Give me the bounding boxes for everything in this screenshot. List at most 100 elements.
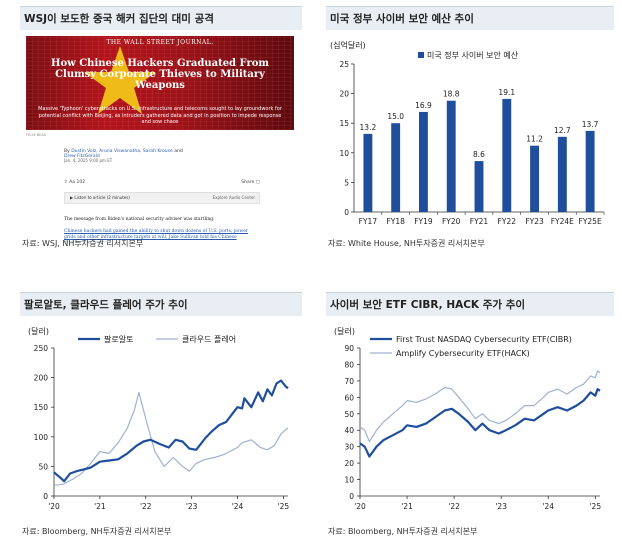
article-headline: How Chinese Hackers Graduated From Clums… — [51, 58, 269, 91]
bookmark-icon[interactable]: ▢ — [255, 180, 260, 185]
y-tick-label: 40 — [344, 426, 354, 435]
comment-count[interactable]: 102 — [76, 180, 86, 185]
author-link[interactable]: Dustin Volz — [71, 149, 97, 154]
panel-title: 팔로알토, 클라우드 플레어 주가 추이 — [20, 292, 302, 316]
y-tick-label: 100 — [34, 433, 49, 442]
y-axis-unit: (달러) — [334, 327, 355, 336]
legend-label: Amplify Cybersecurity ETF(HACK) — [396, 349, 530, 358]
byline-prefix: By — [64, 149, 70, 154]
series-line — [359, 388, 601, 458]
bar-value-label: 12.7 — [554, 126, 571, 135]
y-tick-label: 50 — [38, 462, 48, 471]
y-tick-label: 200 — [34, 374, 49, 383]
series-line — [53, 379, 289, 483]
listen-bar[interactable]: ▶ Listen to article (2 minutes) Explore … — [64, 192, 260, 204]
series-line — [359, 370, 601, 443]
y-tick-label: 0 — [344, 208, 349, 217]
x-tick-label: '24 — [542, 502, 554, 511]
stock-line-chart: (달러) 0 50 100 150 200 250 '20 '21 '22 '23 '24 '25 팔로알… — [28, 327, 290, 511]
y-tick-label: 30 — [344, 443, 354, 452]
panel-stock-chart: 팔로알토, 클라우드 플레어 주가 추이 (달러) 0 50 100 150 200 250… — [20, 292, 302, 542]
photo-credit: FELIX BEAU — [26, 133, 47, 137]
y-tick-label: 10 — [344, 476, 354, 485]
x-tick-label: '25 — [589, 502, 601, 511]
bar — [530, 145, 539, 212]
y-tick-label: 0 — [349, 492, 354, 501]
x-tick-label: '23 — [495, 502, 507, 511]
legend-label: 클라우드 플레어 — [182, 334, 236, 344]
legend-label: 팔로알토 — [104, 334, 133, 344]
article-deck: Massive 'Typhoon' cyberattacks on U.S. i… — [38, 106, 282, 125]
y-tick-label: 50 — [344, 410, 354, 419]
x-tick-label: '21 — [401, 502, 413, 511]
author-link[interactable]: Aruna Viswanatha — [99, 149, 140, 154]
y-tick-label: 5 — [344, 178, 349, 187]
y-tick-label: 60 — [344, 393, 354, 402]
share-label-group: Share ▢ — [241, 180, 260, 185]
x-tick-label: '25 — [278, 502, 290, 511]
bar — [474, 161, 484, 212]
y-tick-label: 10 — [339, 149, 349, 158]
bar — [557, 136, 567, 212]
share-icon[interactable]: ⇪ — [64, 180, 68, 185]
x-tick-label: FY23 — [525, 217, 544, 226]
listen-duration: (2 minutes) — [106, 195, 130, 200]
x-tick-label: FY19 — [414, 217, 433, 226]
author-link[interactable]: Drew FitzGerald — [64, 154, 100, 159]
x-tick-label: '20 — [48, 502, 60, 511]
x-tick-label: FY24E — [551, 217, 574, 226]
audio-center-link[interactable]: Explore Audio Center — [212, 195, 255, 200]
y-tick-label: 25 — [339, 60, 349, 69]
y-tick-label: 15 — [339, 119, 349, 128]
share-label[interactable]: Share — [241, 180, 255, 185]
x-tick-label: FY21 — [470, 217, 489, 226]
y-tick-label: 250 — [34, 344, 49, 353]
byline-and: and — [174, 149, 183, 154]
wsj-masthead: THE WALL STREET JOURNAL. — [106, 39, 214, 46]
etf-line-chart: (달러) 0 10 20 30 40 50 60 70 80 90 '20 '21 '22 '23 '24 '2… — [334, 327, 601, 511]
bar-value-label: 13.2 — [360, 123, 377, 132]
legend-label: 미국 정부 사이버 보안 예산 — [427, 50, 519, 60]
panel-budget-chart: 미국 정부 사이버 보안 예산 추이 (십억달러) 미국 정부 사이버 보안 예산… — [326, 6, 614, 254]
legend-label: First Trust NASDAQ Cybersecurity ETF(CIB… — [396, 335, 572, 344]
y-tick-label: 70 — [344, 377, 354, 386]
bar-value-label: 13.7 — [582, 120, 599, 129]
resize-icon[interactable]: Aа — [69, 180, 76, 185]
article-date: Jan. 4, 2025 9:00 pm ET — [64, 158, 113, 163]
author-link[interactable]: Sarah Krouse — [142, 149, 173, 154]
legend-swatch — [418, 52, 424, 58]
code-pattern — [26, 36, 294, 130]
source-note: 자료: Bloomberg, NH투자증권 리서치본부 — [328, 527, 478, 536]
bar-value-label: 8.6 — [473, 150, 485, 159]
bar — [419, 111, 428, 212]
budget-bar-chart: (십억달러) 미국 정부 사이버 보안 예산 0 5 10 15 20 25 13.2 FY17 1… — [330, 40, 605, 226]
play-icon[interactable]: ▶ — [70, 195, 74, 200]
bar — [502, 98, 512, 212]
y-tick-label: 80 — [344, 360, 354, 369]
panel-wsj-article: WSJ이 보도한 중국 해커 집단의 대미 공격 THE WALL STREET… — [20, 6, 302, 254]
x-tick-label: '22 — [448, 502, 460, 511]
article-byline: By Dustin Volz, Aruna Viswanatha, Sarah … — [64, 149, 183, 159]
x-tick-label: '21 — [94, 502, 106, 511]
article-body-link[interactable]: Chinese hackers had gained the ability t… — [64, 229, 249, 242]
x-tick-label: '24 — [232, 502, 244, 511]
x-tick-label: FY25E — [579, 217, 602, 226]
y-tick-label: 150 — [34, 403, 49, 412]
article-body-paragraph: The message from Biden's national securi… — [64, 217, 215, 222]
bar-value-label: 11.2 — [526, 135, 543, 144]
panel-title: WSJ이 보도한 중국 해커 집단의 대미 공격 — [20, 6, 302, 30]
x-tick-label: '22 — [140, 502, 152, 511]
bar — [363, 133, 373, 212]
y-axis-unit: (십억달러) — [330, 40, 366, 50]
bar-value-label: 15.0 — [387, 112, 404, 121]
y-tick-label: 20 — [344, 459, 354, 468]
x-tick-label: FY17 — [359, 217, 378, 226]
bar — [585, 130, 595, 212]
source-note: 자료: WSJ, NH투자증권 리서치본부 — [22, 239, 144, 248]
share-tools: ⇪ Aа 102 — [64, 180, 85, 185]
y-tick-label: 20 — [339, 90, 349, 99]
listen-label: Listen to article — [74, 195, 106, 200]
bar-value-label: 18.8 — [443, 90, 460, 99]
y-tick-label: 0 — [43, 492, 48, 501]
bar — [446, 100, 456, 212]
